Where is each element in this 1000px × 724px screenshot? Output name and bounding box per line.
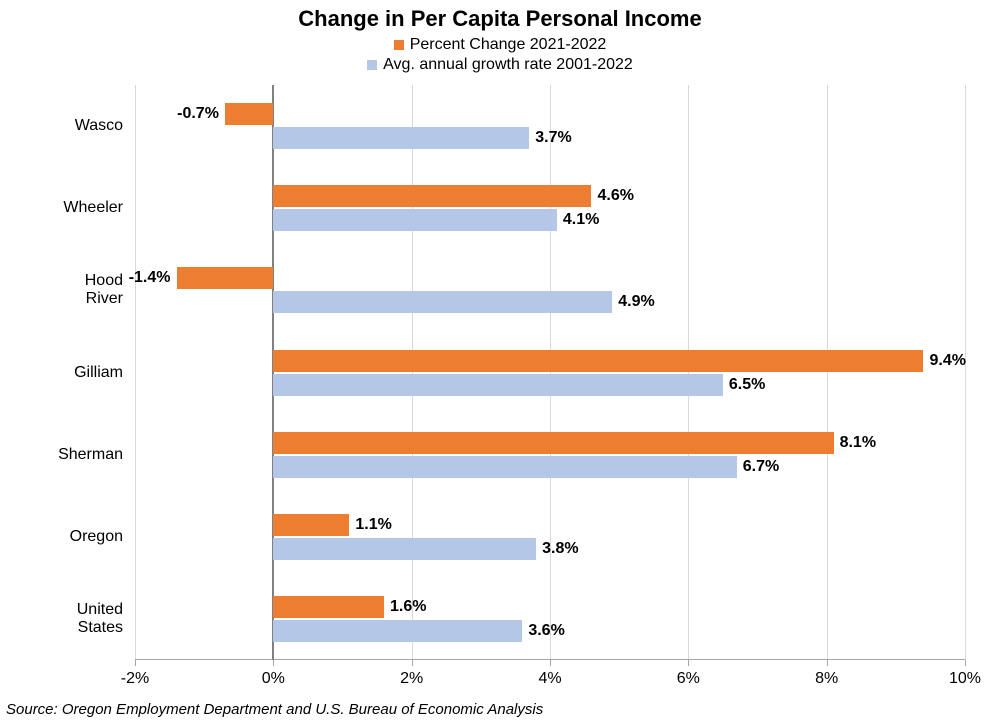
value-label: -0.7% [177, 105, 219, 123]
value-label: 3.6% [528, 622, 564, 640]
value-label: 6.5% [729, 376, 765, 394]
bar [273, 538, 536, 560]
bar [273, 620, 522, 642]
x-axis-label: 4% [538, 670, 561, 688]
y-axis-label: Sherman [58, 446, 123, 464]
value-label: 1.6% [390, 598, 426, 616]
value-label: 4.1% [563, 211, 599, 229]
plot-area: -2%0%2%4%6%8%10%Wasco-0.7%3.7%Wheeler4.6… [135, 85, 965, 660]
gridline [688, 85, 689, 660]
bar [225, 103, 273, 125]
bar [273, 432, 833, 454]
x-axis-label: 10% [949, 670, 981, 688]
x-tick [965, 660, 966, 666]
zero-line [272, 85, 274, 660]
gridline [827, 85, 828, 660]
x-axis-line [135, 659, 965, 660]
legend-label-0: Percent Change 2021-2022 [410, 36, 607, 54]
x-tick [135, 660, 136, 666]
value-label: 4.6% [598, 187, 634, 205]
bar [273, 456, 736, 478]
value-label: 1.1% [355, 516, 391, 534]
y-axis-label: Gilliam [74, 364, 123, 382]
x-tick [688, 660, 689, 666]
bar [273, 374, 723, 396]
x-tick [827, 660, 828, 666]
value-label: -1.4% [129, 269, 171, 287]
gridline [550, 85, 551, 660]
gridline [135, 85, 136, 660]
y-axis-label: United States [77, 601, 123, 637]
value-label: 6.7% [743, 458, 779, 476]
bar [273, 127, 529, 149]
bar [273, 185, 591, 207]
legend-swatch-1 [367, 60, 377, 70]
y-axis-label: Oregon [70, 528, 123, 546]
chart-title: Change in Per Capita Personal Income [0, 0, 1000, 32]
x-axis-label: 2% [400, 670, 423, 688]
x-tick [273, 660, 274, 666]
value-label: 9.4% [930, 352, 966, 370]
y-axis-label: Hood River [85, 272, 123, 308]
bar [273, 350, 923, 372]
y-axis-label: Wheeler [63, 199, 123, 217]
x-axis-label: 8% [815, 670, 838, 688]
bar [273, 209, 557, 231]
source-note: Source: Oregon Employment Department and… [6, 701, 543, 718]
y-axis-label: Wasco [75, 117, 123, 135]
legend-label-1: Avg. annual growth rate 2001-2022 [383, 56, 633, 74]
bar [273, 291, 612, 313]
x-axis-label: -2% [121, 670, 149, 688]
legend: Percent Change 2021-2022 Avg. annual gro… [0, 36, 1000, 74]
x-axis-label: 0% [262, 670, 285, 688]
bar [273, 514, 349, 536]
gridline [965, 85, 966, 660]
bar [177, 267, 274, 289]
x-tick [550, 660, 551, 666]
x-axis-label: 6% [677, 670, 700, 688]
legend-item-0: Percent Change 2021-2022 [394, 36, 607, 54]
value-label: 8.1% [840, 434, 876, 452]
legend-swatch-0 [394, 40, 404, 50]
value-label: 3.8% [542, 540, 578, 558]
legend-item-1: Avg. annual growth rate 2001-2022 [367, 56, 633, 74]
x-tick [412, 660, 413, 666]
value-label: 3.7% [535, 129, 571, 147]
value-label: 4.9% [618, 293, 654, 311]
gridline [412, 85, 413, 660]
bar [273, 596, 384, 618]
